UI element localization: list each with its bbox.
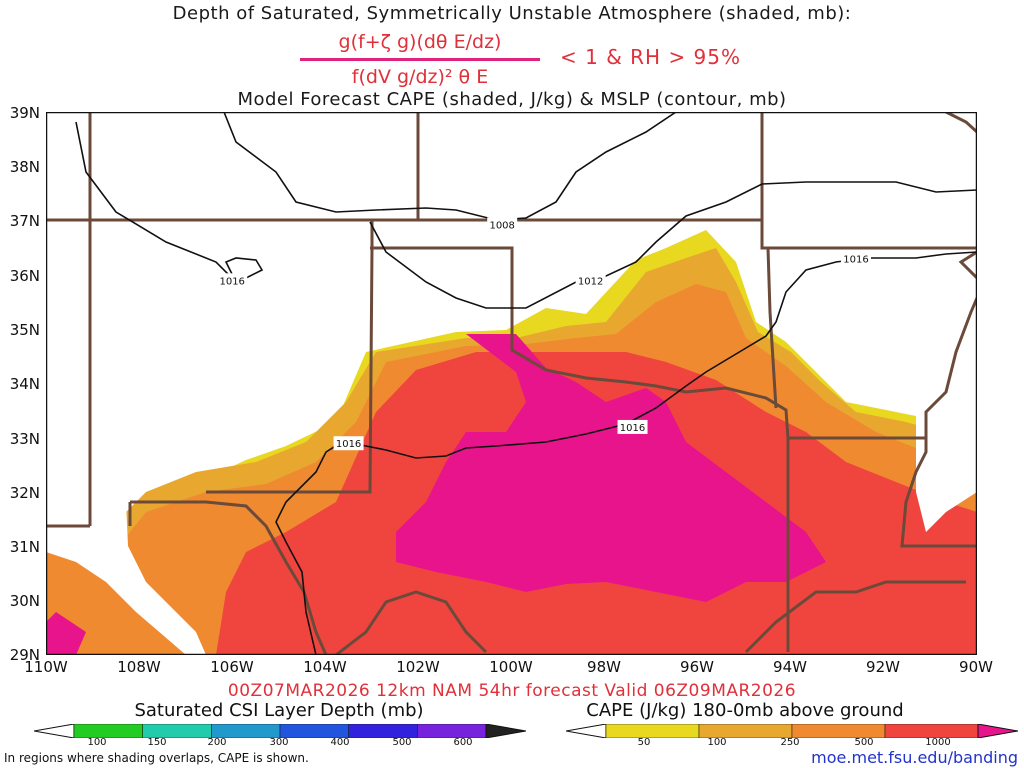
no-data-region: [916, 412, 977, 532]
cape-colorbar-segment: [566, 724, 607, 738]
cape-tick-label: 1000: [925, 737, 951, 748]
lon-label: 104W: [303, 658, 347, 676]
svg-text:1016: 1016: [843, 255, 868, 266]
cape-colorbar-segment: [884, 724, 979, 738]
isobar-label: 1008: [487, 217, 518, 232]
lat-label: 35N: [9, 321, 40, 339]
lon-label: 94W: [773, 658, 807, 676]
source-credit-link[interactable]: moe.met.fsu.edu/banding: [811, 748, 1018, 767]
lon-label: 92W: [866, 658, 900, 676]
svg-text:1016: 1016: [219, 276, 244, 287]
state-boundary: [924, 297, 977, 438]
cape-colorbar-segment: [791, 724, 886, 738]
lat-label: 31N: [9, 538, 40, 556]
csi-tick-label: 100: [87, 737, 107, 748]
lon-label: 90W: [959, 658, 993, 676]
csi-colorbar-segment: [485, 724, 526, 738]
lat-label: 33N: [9, 430, 40, 448]
csi-colorbar-segment: [211, 724, 281, 738]
cape-tick-label: 500: [854, 737, 874, 748]
isobar-label: 1016: [333, 436, 364, 451]
csi-colorbar-segment: [34, 724, 75, 738]
csi-colorbar-segment: [73, 724, 143, 738]
svg-text:1016: 1016: [620, 423, 645, 434]
lon-label: 102W: [396, 658, 440, 676]
isobar-label: 1016: [840, 251, 871, 266]
svg-text:1012: 1012: [578, 276, 603, 287]
csi-colorbar-segment: [279, 724, 349, 738]
cape-colorbar-segment: [698, 724, 793, 738]
lat-label: 37N: [9, 212, 40, 230]
isobar-label: 1016: [217, 273, 248, 288]
lon-label: 110W: [24, 658, 68, 676]
csi-legend-title: Saturated CSI Layer Depth (mb): [134, 700, 424, 721]
lat-label: 38N: [9, 158, 40, 176]
isobar-line: [223, 112, 677, 221]
cape-tick-label: 100: [707, 737, 727, 748]
lat-label: 29N: [9, 646, 40, 664]
state-boundary: [206, 220, 374, 494]
state-boundary: [945, 112, 977, 280]
cape-tick-label: 250: [780, 737, 800, 748]
chart-subtitle: Model Forecast CAPE (shaded, J/kg) & MSL…: [237, 89, 787, 110]
csi-tick-label: 200: [207, 737, 227, 748]
state-boundary: [766, 247, 778, 409]
lat-label: 32N: [9, 484, 40, 502]
csi-colorbar: [34, 724, 526, 738]
lon-label: 106W: [210, 658, 254, 676]
forecast-valid-text: 00Z07MAR2026 12km NAM 54hr forecast Vali…: [227, 681, 797, 701]
lat-label: 39N: [9, 104, 40, 122]
csi-tick-label: 500: [392, 737, 412, 748]
isobar-label: 1012: [575, 273, 606, 288]
isobar-line: [75, 121, 264, 283]
csi-colorbar-segment: [348, 724, 418, 738]
cape-colorbar-segment: [605, 724, 700, 738]
csi-tick-label: 400: [330, 737, 350, 748]
formula-numerator: g(f+ζ g)(dθ E/dz): [338, 31, 502, 53]
formula-condition: < 1 & RH > 95%: [560, 45, 742, 69]
state-boundary: [370, 246, 790, 652]
lon-label: 96W: [680, 658, 714, 676]
lat-label: 36N: [9, 267, 40, 285]
no-data-region: [46, 502, 206, 655]
state-boundary: [128, 500, 328, 655]
coastline: [335, 580, 966, 655]
isobar-line: [275, 251, 977, 655]
lon-label: 98W: [587, 658, 621, 676]
formula-fraction-bar: [300, 58, 540, 61]
lon-label: 100W: [489, 658, 533, 676]
lat-label: 30N: [9, 592, 40, 610]
lat-label: 34N: [9, 375, 40, 393]
cape-1000-region: [396, 334, 826, 602]
formula-denominator: f(dV g/dz)² θ E: [351, 66, 489, 88]
chart-title: Depth of Saturated, Symmetrically Unstab…: [172, 3, 852, 24]
isobar-line: [369, 181, 977, 309]
csi-formula: g(f+ζ g)(dθ E/dz) f(dV g/dz)² θ E: [300, 28, 540, 91]
cape-1000-region: [46, 612, 86, 655]
cape-colorbar: [566, 724, 1018, 738]
forecast-map: 1008 1012 1016 1016 1016 1016: [46, 112, 977, 655]
csi-tick-label: 600: [453, 737, 473, 748]
csi-tick-label: 150: [147, 737, 167, 748]
isobar-label: 1016: [617, 419, 648, 434]
cape-legend-title: CAPE (J/kg) 180-0mb above ground: [586, 700, 904, 721]
overlap-note: In regions where shading overlaps, CAPE …: [4, 751, 309, 765]
svg-text:1016: 1016: [336, 439, 361, 450]
csi-colorbar-segment: [417, 724, 487, 738]
state-boundary: [760, 112, 977, 250]
csi-colorbar-segment: [142, 724, 212, 738]
svg-text:1008: 1008: [489, 220, 514, 231]
cape-colorbar-segment: [977, 724, 1018, 738]
cape-tick-label: 50: [637, 737, 651, 748]
lon-label: 108W: [117, 658, 161, 676]
csi-tick-label: 300: [269, 737, 289, 748]
